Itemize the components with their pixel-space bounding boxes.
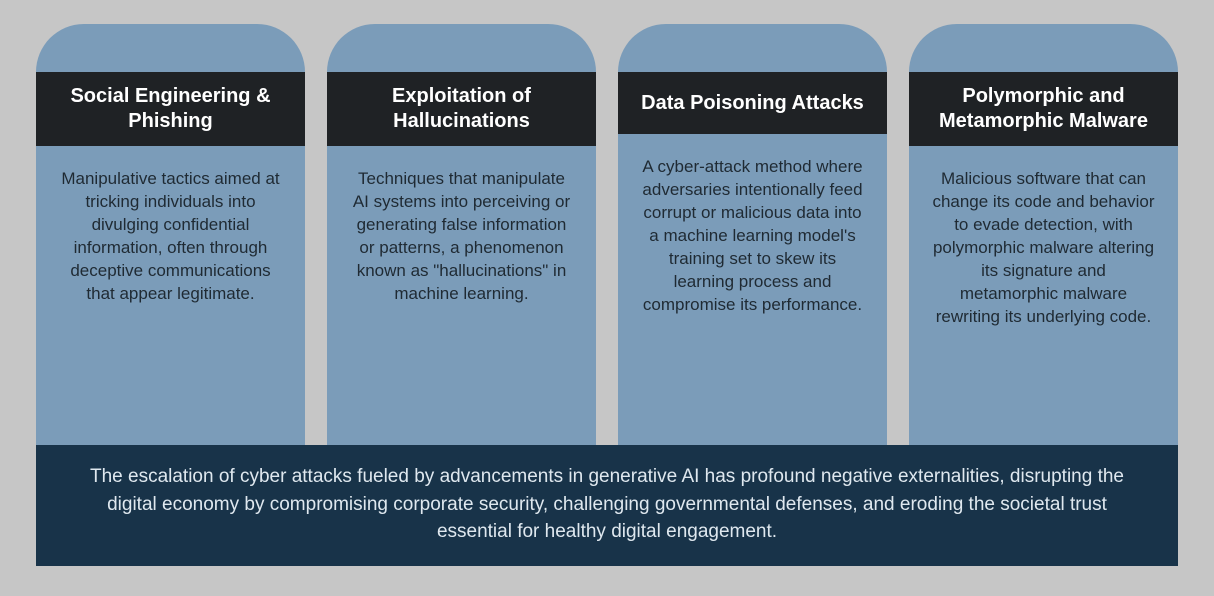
card-title-bar: Social Engineering & Phishing: [36, 72, 305, 146]
card-body: Techniques that manipulate AI systems in…: [327, 146, 596, 454]
card-polymorphic-malware: Polymorphic and Metamorphic Malware Mali…: [909, 24, 1178, 454]
card-body: Manipulative tactics aimed at tricking i…: [36, 146, 305, 454]
card-body: Malicious software that can change its c…: [909, 146, 1178, 454]
footer-summary: The escalation of cyber attacks fueled b…: [36, 445, 1178, 566]
card-body-text: Techniques that manipulate AI systems in…: [349, 168, 574, 306]
card-data-poisoning: Data Poisoning Attacks A cyber-attack me…: [618, 24, 887, 454]
card-body: A cyber-attack method where adversaries …: [618, 134, 887, 454]
card-title-bar: Exploitation of Hallucinations: [327, 72, 596, 146]
card-social-engineering: Social Engineering & Phishing Manipulati…: [36, 24, 305, 454]
card-title-bar: Polymorphic and Metamorphic Malware: [909, 72, 1178, 146]
infographic-root: Social Engineering & Phishing Manipulati…: [0, 0, 1214, 596]
card-title: Polymorphic and Metamorphic Malware: [917, 84, 1170, 134]
card-title-bar: Data Poisoning Attacks: [618, 72, 887, 134]
card-title: Data Poisoning Attacks: [641, 91, 864, 116]
cards-row: Social Engineering & Phishing Manipulati…: [36, 24, 1178, 454]
card-body-text: Manipulative tactics aimed at tricking i…: [58, 168, 283, 306]
card-title: Social Engineering & Phishing: [44, 84, 297, 134]
card-body-text: Malicious software that can change its c…: [931, 168, 1156, 329]
card-title: Exploitation of Hallucinations: [335, 84, 588, 134]
card-hallucinations: Exploitation of Hallucinations Technique…: [327, 24, 596, 454]
footer-text: The escalation of cyber attacks fueled b…: [90, 466, 1124, 542]
card-body-text: A cyber-attack method where adversaries …: [640, 156, 865, 317]
